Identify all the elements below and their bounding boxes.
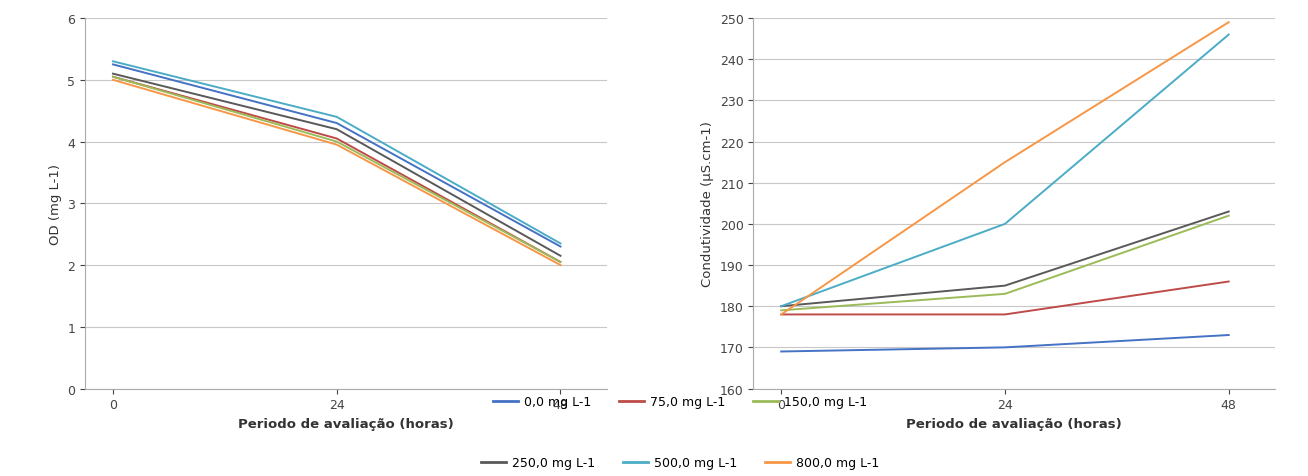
X-axis label: Periodo de avaliação (horas): Periodo de avaliação (horas) [906, 417, 1122, 430]
X-axis label: Periodo de avaliação (horas): Periodo de avaliação (horas) [238, 417, 454, 430]
Legend: 250,0 mg L-1, 500,0 mg L-1, 800,0 mg L-1: 250,0 mg L-1, 500,0 mg L-1, 800,0 mg L-1 [476, 451, 884, 474]
Y-axis label: OD (mg L-1): OD (mg L-1) [48, 163, 61, 244]
Y-axis label: Condutividade (μS.cm-1): Condutividade (μS.cm-1) [701, 121, 714, 287]
